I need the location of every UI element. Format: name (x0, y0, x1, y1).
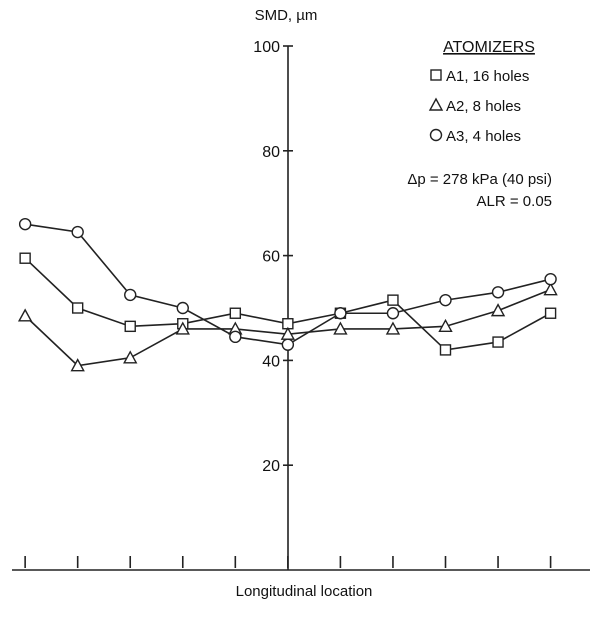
data-point (492, 336, 504, 348)
data-point (17, 308, 33, 322)
data-point (229, 330, 242, 344)
data-point (491, 286, 505, 299)
data-point (124, 288, 137, 302)
legend-marker (430, 69, 442, 81)
data-point (18, 217, 32, 231)
data-point (387, 294, 399, 306)
series-layer (17, 217, 558, 372)
data-point (176, 301, 189, 315)
legend-condition-pressure: Δp = 278 kPa (40 psi) (407, 171, 552, 188)
data-point (438, 318, 453, 333)
data-point (229, 307, 242, 319)
data-point (544, 307, 557, 319)
y-tick-label: 80 (262, 144, 280, 161)
y-tick-label: 60 (262, 249, 280, 266)
legend-label: A1, 16 holes (446, 68, 529, 85)
legend-title: ATOMIZERS (443, 39, 535, 56)
data-point (386, 307, 400, 320)
legend-condition-alr: ALR = 0.05 (477, 193, 552, 210)
series-triangle (17, 282, 558, 372)
legend-label: A2, 8 holes (446, 98, 521, 115)
data-point (70, 358, 85, 372)
legend-marker (429, 128, 443, 142)
data-point (490, 303, 506, 317)
data-point (544, 272, 557, 286)
legend-items: A1, 16 holes A2, 8 holes A3, 4 holes (428, 68, 529, 145)
y-axis-title: SMD, µm (255, 7, 318, 24)
data-point (175, 321, 190, 335)
data-point (385, 321, 401, 335)
axes: 20 40 60 80 100 (12, 39, 590, 571)
y-tick-label: 40 (262, 353, 280, 370)
data-point (124, 320, 136, 333)
data-point (543, 282, 558, 296)
y-tick-label: 20 (262, 458, 280, 475)
data-point (71, 225, 84, 239)
legend: ATOMIZERS A1, 16 holes A2, 8 holes A3, 4 h… (407, 39, 552, 210)
data-point (71, 302, 84, 314)
data-point (333, 321, 348, 335)
series-circle (18, 217, 557, 351)
data-point (123, 350, 138, 364)
data-point (439, 344, 452, 356)
data-point (281, 338, 295, 351)
y-tick-label: 100 (253, 39, 280, 56)
data-point (19, 252, 31, 264)
data-point (334, 307, 347, 320)
data-point (439, 293, 452, 307)
legend-label: A3, 4 holes (446, 128, 521, 145)
x-axis-title: Longitudinal location (236, 583, 373, 600)
legend-marker (428, 97, 444, 111)
